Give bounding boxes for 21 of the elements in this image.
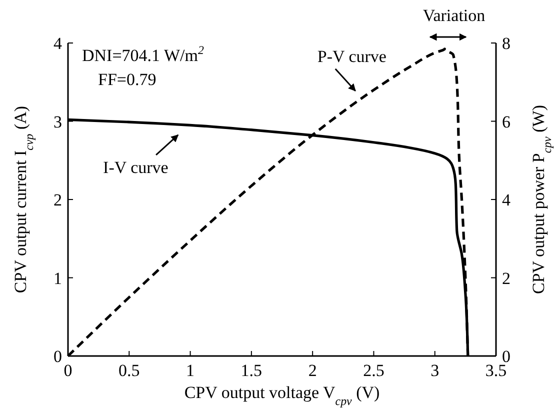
legend-label: I-V curve: [103, 158, 168, 177]
y2-tick-label: 8: [502, 34, 510, 53]
y-tick-label: 2: [54, 190, 62, 210]
x-tick-label: 2.5: [363, 361, 384, 380]
y2-tick-label: 6: [502, 112, 510, 132]
x-tick-label: 0.5: [118, 361, 140, 380]
text: Variation: [422, 6, 486, 25]
x-tick-label: 3: [430, 361, 440, 380]
y2-tick-label: 2: [502, 268, 510, 288]
x-tick-label: 2: [308, 361, 317, 380]
x-axis-title: CPV output voltage V$_{cpv}$ (V): [184, 383, 380, 408]
annotation: DNI=704.1 W/m$^{2}$: [82, 43, 204, 65]
series-label: P-V curve: [317, 46, 386, 66]
y-tick-label: 1: [54, 268, 62, 288]
y-tick-label: 4: [54, 34, 62, 53]
x-tick-label: 1: [186, 361, 195, 380]
y-tick-label: 0: [54, 347, 62, 366]
y2-tick-label: 4: [502, 190, 511, 210]
x-tick-label: 1.5: [240, 361, 262, 380]
y-tick-label: 3: [54, 112, 62, 132]
annotation: FF=0.79: [98, 70, 156, 89]
